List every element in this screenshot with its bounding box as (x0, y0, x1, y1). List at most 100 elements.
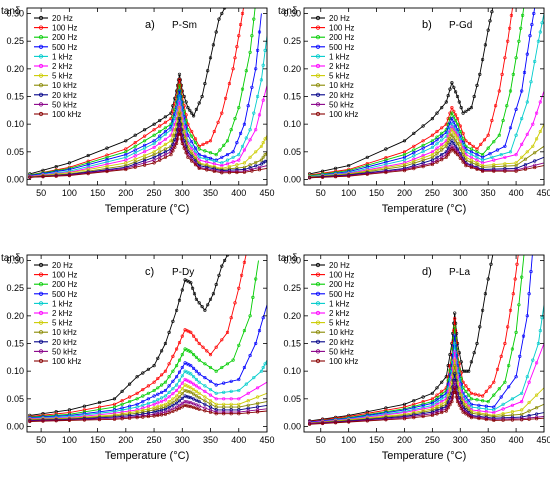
series-group (308, 8, 544, 180)
data-point (531, 358, 535, 362)
y-tick-label: 0.00 (6, 174, 24, 184)
data-point (167, 411, 171, 415)
data-point (508, 89, 513, 93)
data-point (200, 305, 204, 309)
x-tick-label: 250 (147, 435, 162, 445)
data-point (402, 164, 407, 168)
data-point (450, 147, 454, 151)
data-point (237, 397, 241, 401)
chart-panel-4: 50 100 150 200 250 300 350 400 450 0.00 0.05 0.10 0.… (278, 253, 550, 462)
data-point (448, 87, 452, 91)
data-point (203, 81, 207, 86)
data-point (242, 170, 246, 174)
data-point (197, 147, 201, 151)
data-point (455, 94, 460, 99)
data-point (435, 408, 439, 412)
data-point (469, 397, 474, 401)
data-point (467, 406, 471, 410)
data-point (152, 128, 156, 132)
data-point (538, 30, 542, 34)
data-point (256, 408, 260, 412)
data-point (461, 111, 465, 115)
data-point (527, 380, 531, 384)
data-point (124, 139, 128, 143)
data-point (177, 390, 182, 395)
data-point (435, 138, 439, 142)
data-point (163, 412, 167, 416)
data-point (180, 288, 184, 292)
legend-entry: 20 kHz (52, 91, 77, 100)
x-tick-label: 150 (369, 435, 384, 445)
data-point (97, 407, 102, 412)
data-point (120, 408, 124, 412)
data-point (446, 126, 450, 130)
series-group (28, 8, 267, 179)
data-point (152, 145, 156, 149)
data-point (461, 160, 465, 164)
data-point (158, 137, 162, 141)
data-point (453, 333, 457, 337)
data-point (412, 402, 416, 406)
data-point (167, 405, 171, 409)
data-point (347, 164, 351, 168)
data-point (497, 89, 501, 93)
data-point (477, 416, 481, 421)
data-point (525, 150, 529, 154)
legend-marker (38, 310, 44, 316)
series-line-100-hz (29, 255, 247, 417)
data-point (261, 365, 265, 370)
data-point (177, 94, 182, 99)
data-point (525, 132, 529, 136)
data-point (261, 98, 265, 102)
series-group (28, 255, 267, 424)
data-point (467, 388, 471, 392)
y-tick-label: 0.15 (283, 339, 301, 349)
data-point (469, 105, 474, 110)
data-point (133, 144, 137, 148)
data-point (430, 401, 435, 405)
y-tick-label: 0.30 (283, 256, 301, 266)
data-point (237, 158, 241, 162)
legend-marker (38, 73, 44, 78)
data-point (177, 83, 182, 87)
data-point (167, 375, 171, 379)
data-point (261, 63, 265, 67)
series-line-2-khz (29, 85, 267, 177)
data-point (220, 365, 224, 370)
data-point (481, 57, 485, 62)
data-point (229, 128, 233, 132)
data-point (135, 375, 139, 379)
legend-marker (315, 111, 321, 117)
x-tick-label: 400 (509, 188, 524, 198)
data-point (448, 353, 452, 357)
data-point (160, 406, 164, 410)
data-point (489, 262, 493, 266)
y-tick-label: 0.05 (6, 394, 24, 404)
data-point (257, 168, 262, 172)
data-point (240, 87, 245, 91)
data-point (453, 317, 457, 321)
data-point (189, 401, 193, 405)
legend-entry: 10 kHz (329, 81, 354, 90)
legend-marker (38, 111, 44, 117)
legend-marker (315, 349, 321, 354)
data-point (177, 341, 182, 345)
data-point (257, 113, 262, 117)
data-point (494, 104, 498, 108)
data-point (440, 380, 444, 384)
legend-marker (38, 44, 44, 49)
data-point (501, 412, 505, 416)
legend-entry: 1 kHz (52, 299, 72, 308)
data-point (412, 131, 416, 135)
data-point (222, 397, 226, 401)
data-point (177, 298, 182, 302)
legend-entry: 500 Hz (329, 290, 354, 299)
data-point (450, 128, 454, 132)
y-tick-label: 0.00 (283, 421, 301, 431)
data-point (469, 360, 474, 364)
data-point (261, 316, 265, 320)
data-point (82, 418, 86, 422)
series-line-20-hz (29, 255, 228, 416)
